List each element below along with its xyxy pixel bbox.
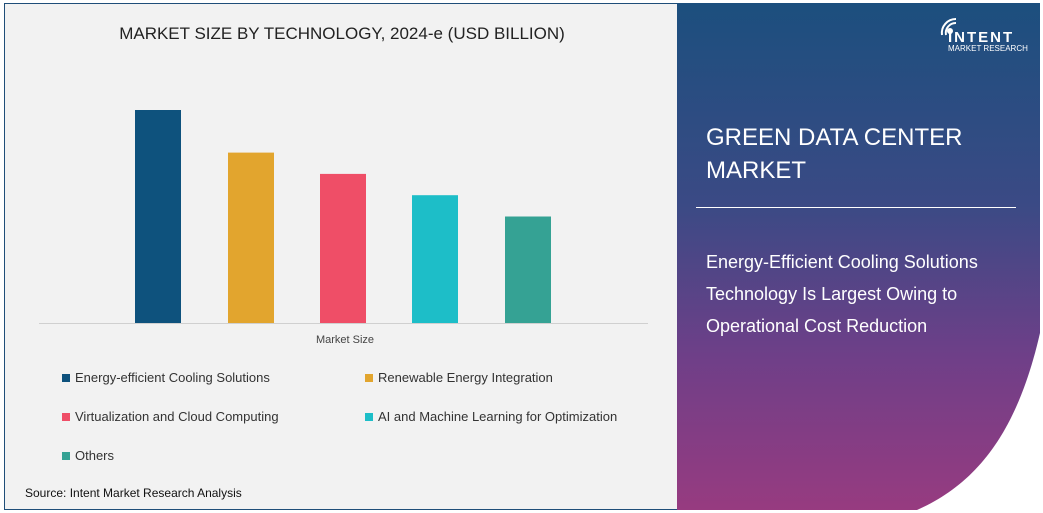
legend-item: Virtualization and Cloud Computing (62, 409, 279, 424)
chart-panel: MARKET SIZE BY TECHNOLOGY, 2024-e (USD B… (4, 3, 678, 510)
source-note: Source: Intent Market Research Analysis (25, 486, 242, 500)
legend-swatch (62, 412, 70, 421)
legend-swatch (365, 412, 373, 421)
bar-3 (320, 173, 366, 323)
bar-5 (505, 216, 551, 323)
legend-item: Energy-efficient Cooling Solutions (62, 370, 270, 385)
market-title: GREEN DATA CENTER MARKET (706, 124, 963, 184)
legend-swatch (62, 373, 70, 382)
chart-title: MARKET SIZE BY TECHNOLOGY, 2024-e (USD B… (119, 24, 565, 43)
x-category-label: Market Size (315, 334, 375, 346)
summary-panel: INTENT MARKET RESEARCH GREEN DATA CENTER… (677, 3, 1040, 510)
bar-4 (412, 195, 458, 323)
signal-icon (932, 15, 962, 37)
legend-swatch (62, 451, 70, 460)
legend-item: Renewable Energy Integration (365, 370, 553, 385)
legend-item: Others (62, 448, 114, 463)
company-logo: INTENT MARKET RESEARCH (932, 15, 1028, 53)
bar-1 (135, 110, 181, 323)
bar-chart (39, 110, 648, 324)
legend-swatch (365, 373, 373, 382)
bar-2 (228, 152, 274, 323)
legend-item: AI and Machine Learning for Optimization (365, 409, 617, 424)
headline: Energy-Efficient Cooling Solutions Techn… (706, 252, 978, 336)
divider (696, 207, 1016, 208)
